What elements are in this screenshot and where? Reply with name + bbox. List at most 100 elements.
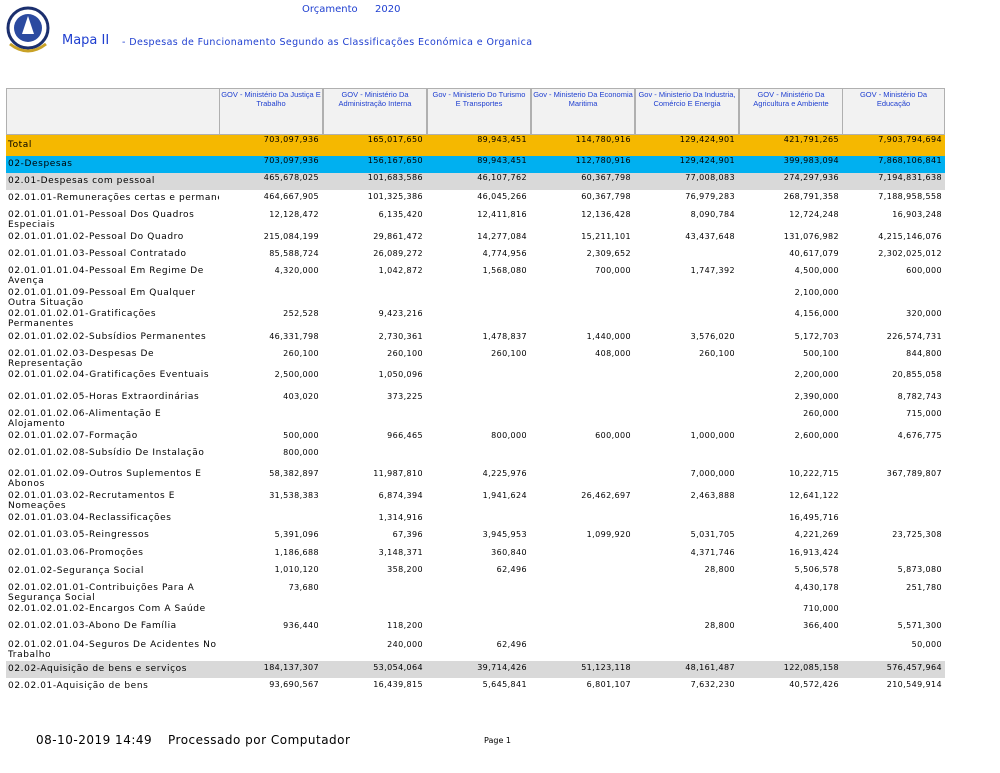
cell-value: 465,678,025 xyxy=(263,173,319,182)
row-label: 02.01.01.01.03-Pessoal Contratado xyxy=(8,249,187,259)
cell-value: 844,800 xyxy=(906,349,942,358)
row-label: 02.01.02.01.02-Encargos Com A Saúde xyxy=(8,604,206,614)
cell-value: 28,800 xyxy=(704,621,735,630)
cell-value: 11,987,810 xyxy=(373,469,423,478)
cell-value: 2,730,361 xyxy=(378,332,423,341)
cell-value: 600,000 xyxy=(906,266,942,275)
table-row: 02.01.01.02.03-Despesas De Representação… xyxy=(6,347,945,369)
cell-value: 700,000 xyxy=(595,266,631,275)
row-label: 02.01.01.02.08-Subsídio De Instalação xyxy=(8,448,205,458)
cell-value: 16,903,248 xyxy=(892,210,942,219)
cell-value: 7,632,230 xyxy=(690,680,735,689)
cell-value: 114,780,916 xyxy=(575,135,631,144)
column-header: GOV - Ministério Da Justiça E Trabalho xyxy=(219,88,323,135)
cell-value: 274,297,936 xyxy=(783,173,839,182)
cell-value: 2,600,000 xyxy=(794,431,839,440)
cell-value: 2,390,000 xyxy=(794,392,839,401)
row-label: 02.01.01.02.09-Outros Suplementos E Abon… xyxy=(8,469,202,489)
cell-value: 2,309,652 xyxy=(586,249,631,258)
cell-value: 46,331,798 xyxy=(269,332,319,341)
cell-value: 89,943,451 xyxy=(477,135,527,144)
row-label: 02.01.01.01.02-Pessoal Do Quadro xyxy=(8,232,184,242)
column-header: Gov - Ministerio Da Industria, Comércio … xyxy=(635,88,739,135)
map-title: Mapa II xyxy=(62,33,110,48)
cell-value: 46,045,266 xyxy=(477,192,527,201)
cell-value: 421,791,265 xyxy=(783,135,839,144)
cell-value: 3,945,953 xyxy=(482,530,527,539)
cell-value: 51,123,118 xyxy=(581,663,631,672)
row-label: 02.02.01-Aquisição de bens xyxy=(8,681,149,691)
cell-value: 46,107,762 xyxy=(477,173,527,182)
cell-value: 5,506,578 xyxy=(794,565,839,574)
cell-value: 8,782,743 xyxy=(897,392,942,401)
cell-value: 6,135,420 xyxy=(378,210,423,219)
emblem xyxy=(6,6,50,53)
row-label: 02.01.01.02.04-Gratificações Eventuais xyxy=(8,370,210,380)
table-row: 02.01.01.02.07-Formação 500,000 966,465 800… xyxy=(6,429,945,446)
table-row: 02.01.01.03.06-Promoções 1,186,688 3,148,3… xyxy=(6,546,945,563)
cell-value: 1,314,916 xyxy=(378,513,423,522)
cell-value: 1,010,120 xyxy=(274,565,319,574)
cell-value: 373,225 xyxy=(387,392,423,401)
table-row: 02.01.01.02.01-Gratificações Permanentes… xyxy=(6,307,945,330)
table-row: 02.01.01.01.02-Pessoal Do Quadro 215,084,… xyxy=(6,230,945,247)
table-row: 02.01.02.01.02-Encargos Com A Saúde 710,0… xyxy=(6,602,945,619)
year: 2020 xyxy=(375,4,401,15)
cell-value: 9,423,216 xyxy=(378,309,423,318)
cell-value: 60,367,798 xyxy=(581,173,631,182)
cell-value: 14,277,084 xyxy=(477,232,527,241)
cell-value: 12,128,472 xyxy=(269,210,319,219)
cell-value: 260,100 xyxy=(491,349,527,358)
cell-value: 53,054,064 xyxy=(373,663,423,672)
cell-value: 16,913,424 xyxy=(789,548,839,557)
table-row: 02.02.01-Aquisição de bens 93,690,567 16,4… xyxy=(6,678,945,694)
cell-value: 320,000 xyxy=(906,309,942,318)
cell-value: 122,085,158 xyxy=(783,663,839,672)
cell-value: 28,800 xyxy=(704,565,735,574)
cell-value: 2,200,000 xyxy=(794,370,839,379)
cell-value: 4,774,956 xyxy=(482,249,527,258)
cell-value: 129,424,901 xyxy=(679,156,735,165)
cell-value: 10,222,715 xyxy=(789,469,839,478)
cell-value: 50,000 xyxy=(911,640,942,649)
row-label: 02-Despesas xyxy=(8,159,73,169)
cell-value: 20,855,058 xyxy=(892,370,942,379)
table-row: 02.01.01.01.09-Pessoal Em Qualquer Outra… xyxy=(6,286,945,308)
cell-value: 260,100 xyxy=(699,349,735,358)
row-label: 02.01.01.03.04-Reclassificações xyxy=(8,513,172,523)
cell-value: 936,440 xyxy=(283,621,319,630)
table-row: 02-Despesas 703,097,936 156,167,650 89,943,… xyxy=(6,156,945,173)
cell-value: 4,320,000 xyxy=(274,266,319,275)
row-label: 02.01.02-Segurança Social xyxy=(8,566,144,576)
cell-value: 800,000 xyxy=(283,448,319,457)
table-row: 02.01.01.02.08-Subsídio De Instalação 800… xyxy=(6,446,945,467)
cell-value: 600,000 xyxy=(595,431,631,440)
cell-value: 367,789,807 xyxy=(886,469,942,478)
cell-value: 43,437,648 xyxy=(685,232,735,241)
cell-value: 399,983,094 xyxy=(783,156,839,165)
table-row: 02.01.01.01.04-Pessoal Em Regime De Aven… xyxy=(6,264,945,286)
table-row: 02.01.01.01.03-Pessoal Contratado 85,588,… xyxy=(6,247,945,264)
row-label: 02.01.01.02.02-Subsídios Permanentes xyxy=(8,332,207,342)
row-label: 02.01.01.02.06-Alimentação E Alojamento xyxy=(8,409,162,429)
cell-value: 12,641,122 xyxy=(789,491,839,500)
cell-value: 12,411,816 xyxy=(477,210,527,219)
cell-value: 12,724,248 xyxy=(789,210,839,219)
table-row: 02.01.01.02.09-Outros Suplementos E Abon… xyxy=(6,467,945,489)
cell-value: 58,382,897 xyxy=(269,469,319,478)
row-label: 02.01.01.01.04-Pessoal Em Regime De Aven… xyxy=(8,266,204,286)
table-row: 02.01.01.02.06-Alimentação E Alojamento 2… xyxy=(6,407,945,429)
subtitle: - Despesas de Funcionamento Segundo as C… xyxy=(122,37,533,48)
cell-value: 215,084,199 xyxy=(263,232,319,241)
cell-value: 1,186,688 xyxy=(274,548,319,557)
cell-value: 6,801,107 xyxy=(586,680,631,689)
cell-value: 1,747,392 xyxy=(690,266,735,275)
row-label: 02.01.01.02.05-Horas Extraordinárias xyxy=(8,392,200,402)
row-label: 02.01.02.01.04-Seguros De Acidentes No T… xyxy=(8,640,217,660)
cell-value: 26,089,272 xyxy=(373,249,423,258)
row-label: 02.01.01.03.02-Recrutamentos E Nomeações xyxy=(8,491,176,511)
cell-value: 101,325,386 xyxy=(367,192,423,201)
cell-value: 4,156,000 xyxy=(794,309,839,318)
table-row: 02.01.01-Remunerações certas e permane 46… xyxy=(6,190,945,208)
